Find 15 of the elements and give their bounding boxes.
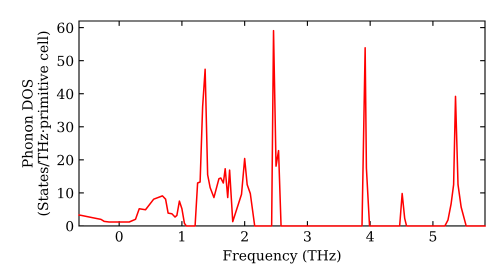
y-tick-label: 0 — [66, 220, 74, 232]
y-tick-label: 20 — [57, 154, 74, 166]
x-tick-label: 1 — [179, 231, 184, 242]
x-axis-title: Frequency (THz) — [223, 250, 340, 264]
y-tick-label: 60 — [57, 22, 74, 34]
x-tick-label: 4 — [366, 231, 374, 242]
x-tick-label: 0 — [116, 231, 123, 242]
y-axis-title: Phonon DOS (States/THz·primitive cell) — [22, 32, 51, 216]
x-tick-label: 5 — [430, 231, 436, 242]
y-tick-label: 10 — [58, 188, 74, 198]
x-tick-label: 2 — [241, 231, 248, 242]
x-tick-label: 3 — [304, 231, 311, 242]
y-tick-label: 30 — [58, 122, 74, 132]
y-tick-label: 50 — [58, 56, 74, 66]
y-tick-label: 40 — [56, 88, 74, 100]
